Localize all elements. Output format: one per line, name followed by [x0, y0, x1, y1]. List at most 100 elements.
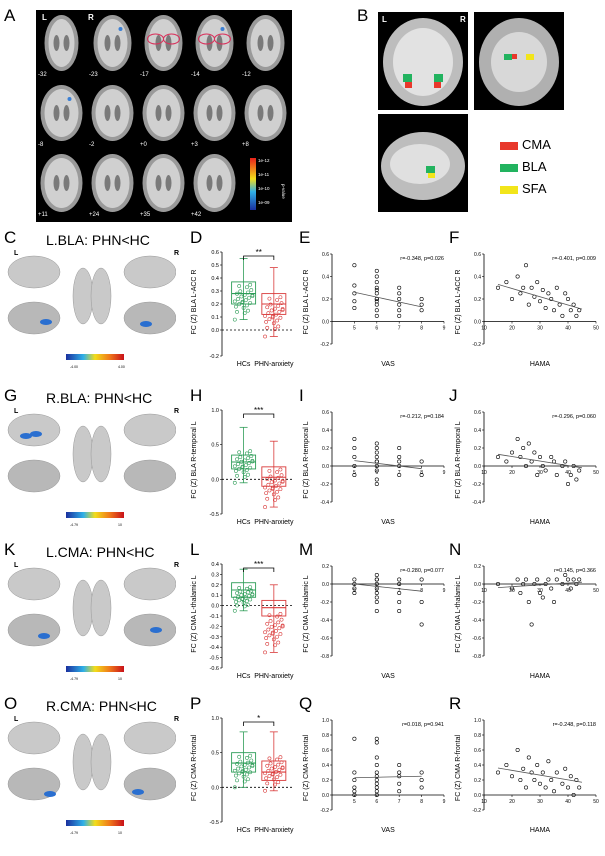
- axial-slices-svg: -32 -23 -17 -14 -12 -8 -2 +0 +3 +8 +11 +24 +35 +42 1e-…: [38, 15, 287, 218]
- data-point: [271, 492, 276, 497]
- x-tick-label: 5: [353, 588, 356, 594]
- slice-ventricle: [206, 35, 213, 51]
- data-point: [374, 740, 379, 745]
- colorbar-max-label: 4.00: [118, 365, 125, 369]
- y-tick-label: 0.2: [474, 564, 481, 570]
- fc-cluster-blob: [150, 627, 162, 633]
- data-point: [577, 577, 582, 582]
- data-point: [245, 586, 249, 591]
- y-tick-label: 0.0: [211, 477, 219, 483]
- brain-surface-renderings: -4.00 4.00: [7, 255, 176, 369]
- data-point: [243, 463, 248, 468]
- data-point: [352, 306, 357, 311]
- data-point: [235, 591, 239, 596]
- bla-region: [426, 166, 435, 173]
- data-point: [374, 445, 379, 450]
- data-point: [235, 310, 239, 314]
- left-lateral-view: [7, 721, 61, 755]
- significance-bracket: [243, 567, 275, 572]
- axial-slice: +11: [38, 154, 83, 218]
- data-point: [509, 450, 514, 455]
- right-medial-view: [123, 767, 176, 801]
- panel-label-h: H: [190, 386, 203, 405]
- data-point: [568, 586, 573, 591]
- data-point: [273, 306, 277, 311]
- slice-ventricle: [216, 35, 223, 51]
- data-point: [397, 590, 402, 595]
- data-point: [239, 764, 244, 769]
- group-boxplot: FC (Z) CMA R-frontal -0.5 0.0 0.5 1.0 HCs PHN-…: [191, 714, 294, 834]
- data-point: [265, 325, 270, 330]
- slice-ventricle: [53, 35, 60, 51]
- x-tick-label: 6: [375, 799, 378, 805]
- data-point: [238, 589, 243, 594]
- slice-label: -14: [191, 72, 200, 78]
- side-right-label: R: [174, 408, 180, 415]
- data-point: [568, 774, 573, 779]
- y-tick-label: 0.2: [322, 564, 329, 570]
- data-point: [278, 772, 283, 777]
- data-point: [264, 319, 269, 324]
- left-medial-view: [7, 459, 61, 493]
- data-point: [247, 461, 252, 465]
- data-point: [232, 480, 237, 485]
- activation-blob: [220, 27, 225, 31]
- data-point: [374, 464, 379, 469]
- regression-line: [497, 767, 583, 783]
- y-tick-label: -0.2: [210, 624, 219, 630]
- panel-label-e: E: [299, 228, 311, 247]
- data-point: [549, 778, 554, 783]
- slice-white-matter: [48, 19, 75, 67]
- data-point: [397, 599, 402, 604]
- y-tick-label: 0.5: [211, 263, 219, 269]
- data-point: [518, 291, 523, 296]
- axial-slice: +0: [140, 85, 185, 148]
- fc-cluster-blob: [40, 319, 52, 325]
- data-point: [374, 274, 379, 279]
- dorsal-right-hemisphere: [90, 267, 112, 325]
- y-tick-label: -0.5: [210, 512, 219, 518]
- data-point: [248, 597, 253, 602]
- data-point: [504, 459, 509, 464]
- slice-label: +11: [38, 212, 48, 218]
- fc-cluster-blob: [132, 789, 144, 795]
- data-point: [266, 768, 271, 773]
- correlation-stats: r=-0.248, p=0.118: [553, 722, 596, 728]
- y-tick-label: 0.4: [211, 562, 219, 568]
- y-tick-label: 1.0: [211, 716, 219, 722]
- y-tick-label: -0.2: [320, 482, 329, 488]
- data-point: [265, 305, 270, 310]
- data-point: [374, 287, 379, 292]
- regression-line: [497, 453, 583, 469]
- group-label: PHN-anxiety: [254, 827, 294, 834]
- group-label: PHN-anxiety: [254, 673, 294, 680]
- data-point: [566, 296, 571, 301]
- x-axis-title: VAS: [381, 673, 395, 680]
- y-tick-label: 0.0: [322, 320, 329, 326]
- axial-slice: -23: [89, 15, 132, 78]
- data-point: [275, 298, 280, 302]
- data-point: [529, 770, 534, 775]
- data-point: [273, 478, 277, 483]
- data-point: [549, 296, 554, 301]
- data-point: [241, 470, 246, 475]
- y-tick-label: 1.0: [474, 718, 481, 724]
- data-point: [242, 592, 247, 596]
- data-point: [249, 288, 254, 292]
- x-axis-title: HAMA: [530, 827, 551, 834]
- data-point: [279, 473, 284, 478]
- hama-y-axis-title: FC (Z) CMA R-frontal: [455, 735, 462, 802]
- x-axis-title: HAMA: [530, 361, 551, 368]
- data-point: [524, 263, 529, 268]
- data-point: [521, 285, 526, 290]
- data-point: [235, 603, 239, 608]
- data-point: [241, 305, 246, 310]
- data-point: [249, 454, 254, 458]
- data-point: [574, 313, 579, 318]
- data-point: [237, 598, 242, 603]
- panel-label-j: J: [449, 386, 458, 405]
- data-point: [248, 585, 253, 589]
- data-point: [557, 302, 562, 307]
- y-tick-label: 0.4: [211, 276, 219, 282]
- data-point: [397, 308, 402, 313]
